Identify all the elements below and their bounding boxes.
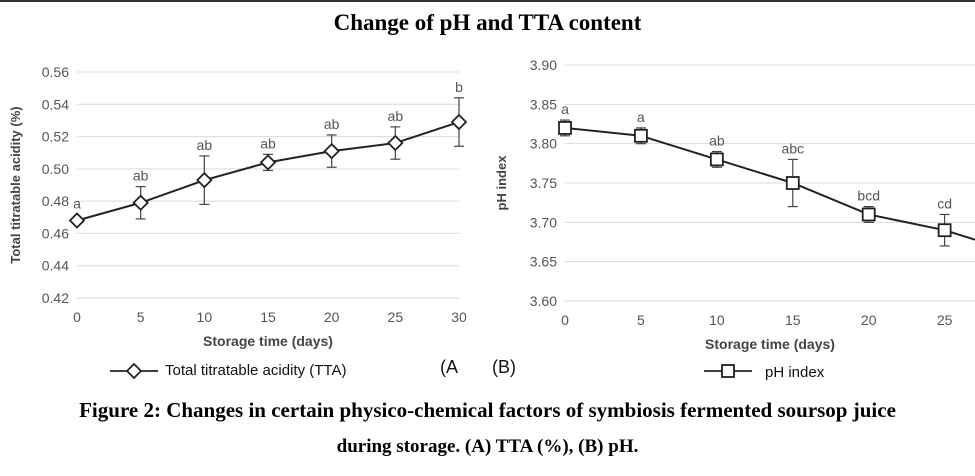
significance-label: ab xyxy=(260,135,276,151)
significance-label: ab xyxy=(388,108,404,124)
y-axis-title: pH index xyxy=(494,155,509,211)
panel-label-a: (A xyxy=(440,357,458,377)
significance-label: abc xyxy=(781,140,804,156)
x-tick-label: 5 xyxy=(637,312,645,328)
y-tick-label: 0.48 xyxy=(42,193,69,209)
data-point-diamond xyxy=(323,142,340,160)
y-tick-label: 3.65 xyxy=(530,254,557,270)
significance-label: a xyxy=(561,101,569,117)
data-point-diamond xyxy=(132,194,149,212)
y-tick-label: 0.54 xyxy=(42,96,69,112)
data-point-square xyxy=(785,176,800,190)
y-tick-label: 3.60 xyxy=(530,293,557,309)
top-border-rule xyxy=(0,0,975,2)
figure-caption-line2: during storage. (A) TTA (%), (B) pH. xyxy=(336,436,639,457)
y-tick-label: 0.46 xyxy=(42,225,69,241)
significance-label: bcd xyxy=(857,188,880,204)
x-tick-label: 0 xyxy=(73,309,81,325)
significance-label: ab xyxy=(324,116,340,132)
significance-label: ab xyxy=(709,133,725,149)
y-tick-label: 0.52 xyxy=(42,129,69,145)
panel-label-b: (B) xyxy=(492,357,516,377)
x-tick-label: 10 xyxy=(197,309,213,325)
x-axis-title: Storage time (days) xyxy=(705,336,835,352)
data-point-diamond xyxy=(259,154,277,171)
data-point-square xyxy=(709,152,724,167)
chart-tta: 0.42 0.44 0.46 0.48 0.50 0.52 0.54 0.56 0 5 10 15 20… xyxy=(8,64,468,349)
series-line xyxy=(564,126,975,241)
legend-diamond-marker-icon xyxy=(110,362,158,380)
legend-label-ph: pH index xyxy=(765,364,825,381)
page-title: Change of pH and TTA content xyxy=(333,10,642,35)
significance-label: ab xyxy=(197,137,213,153)
y-tick-label: 0.56 xyxy=(42,64,69,80)
x-axis-title: Storage time (days) xyxy=(203,333,333,349)
y-tick-label: 3.85 xyxy=(530,96,557,112)
data-point-diamond xyxy=(68,212,86,229)
x-tick-label: 10 xyxy=(709,312,725,328)
data-point-square xyxy=(861,207,876,222)
chart-ph: 3.60 3.65 3.70 3.75 3.80 3.85 3.90 0 5 10 15 20 25 St… xyxy=(494,57,975,352)
figure-caption-line1: Figure 2: Changes in certain physico-che… xyxy=(79,398,896,422)
x-tick-label: 5 xyxy=(137,309,145,325)
significance-label: b xyxy=(455,79,463,95)
significance-label: a xyxy=(637,109,645,125)
x-tick-label: 30 xyxy=(451,309,467,325)
y-tick-label: 0.44 xyxy=(42,258,69,274)
legend-square-marker-icon xyxy=(704,364,752,378)
data-point-square xyxy=(937,223,952,238)
y-axis-title: Total titratable acidity (%) xyxy=(8,106,23,263)
y-tick-label: 3.90 xyxy=(530,57,557,73)
x-tick-label: 25 xyxy=(388,309,404,325)
x-tick-label: 0 xyxy=(561,312,569,328)
y-tick-label: 3.80 xyxy=(530,136,557,152)
data-point-square xyxy=(634,128,648,143)
significance-label: a xyxy=(73,196,81,212)
y-tick-label: 3.70 xyxy=(530,214,557,230)
y-tick-label: 0.42 xyxy=(42,290,69,306)
data-point-diamond xyxy=(196,171,213,189)
x-tick-label: 20 xyxy=(861,312,877,328)
significance-label: cd xyxy=(937,195,952,211)
y-tick-label: 0.50 xyxy=(42,161,69,177)
significance-label: ab xyxy=(133,168,149,184)
x-tick-label: 15 xyxy=(260,309,276,325)
x-tick-label: 25 xyxy=(937,312,953,328)
y-tick-label: 3.75 xyxy=(530,175,557,191)
data-point-diamond xyxy=(387,134,404,152)
x-tick-label: 15 xyxy=(785,312,801,328)
legend-label-tta: Total titratable acidity (TTA) xyxy=(165,362,347,379)
x-tick-label: 20 xyxy=(324,309,340,325)
data-point-square xyxy=(558,121,572,135)
data-point-diamond xyxy=(450,113,468,131)
